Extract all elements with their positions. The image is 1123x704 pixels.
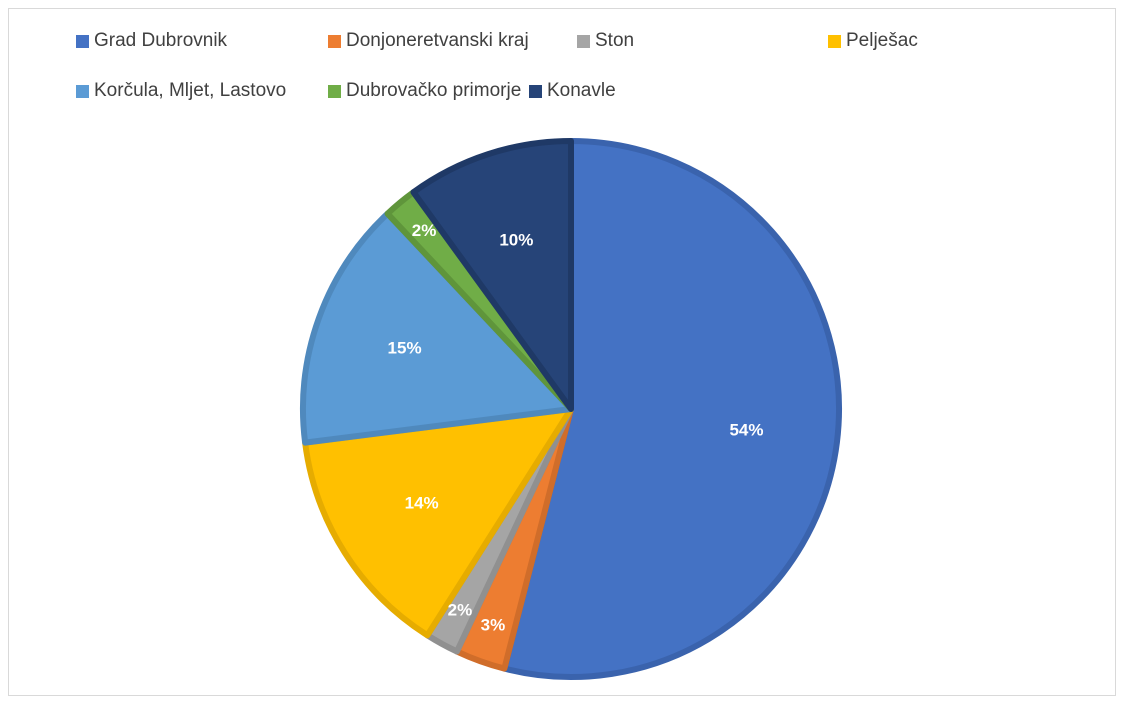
data-label-konavle: 10% <box>499 230 533 249</box>
data-label-peljesac: 14% <box>405 493 439 512</box>
legend-item-donjoneretvanski-kraj: Donjoneretvanski kraj <box>328 30 529 52</box>
legend-label: Korčula, Mljet, Lastovo <box>94 80 287 101</box>
legend-label: Pelješac <box>846 30 918 51</box>
legend-swatch <box>328 34 341 48</box>
legend-label: Konavle <box>547 80 616 101</box>
legend-label: Donjoneretvanski kraj <box>346 30 529 51</box>
legend-item-ston: Ston <box>577 30 634 52</box>
legend-swatch <box>529 84 542 98</box>
pie-slice-peljesac <box>302 406 574 639</box>
legend-swatch <box>577 34 590 48</box>
pie-slice-konavle <box>410 138 574 412</box>
data-label-ston: 2% <box>448 600 473 619</box>
data-label-korcula-mljet-lastovo: 15% <box>388 339 422 358</box>
legend-label: Grad Dubrovnik <box>94 30 228 51</box>
legend-swatch <box>828 34 841 48</box>
legend-label: Ston <box>595 30 635 51</box>
legend-swatch <box>328 84 341 98</box>
legend-swatch <box>76 84 89 98</box>
data-label-dubrovacko-primorje: 2% <box>412 221 437 240</box>
legend-item-konavle: Konavle <box>529 80 616 102</box>
pie-slice-korcula-mljet-lastovo <box>300 210 574 446</box>
legend-item-peljesac: Pelješac <box>828 30 918 52</box>
legend-swatch <box>76 34 89 48</box>
legend-item-korcula-mljet-lastovo: Korčula, Mljet, Lastovo <box>76 80 286 102</box>
legend-item-grad-dubrovnik: Grad Dubrovnik <box>76 30 227 52</box>
legend-label: Dubrovačko primorje <box>346 80 522 101</box>
data-label-grad-dubrovnik: 54% <box>729 421 763 440</box>
pie-slice-grad-dubrovnik <box>501 138 842 680</box>
data-label-donjoneretvanski-kraj: 3% <box>481 615 506 634</box>
legend-item-dubrovacko-primorje: Dubrovačko primorje <box>328 80 521 102</box>
